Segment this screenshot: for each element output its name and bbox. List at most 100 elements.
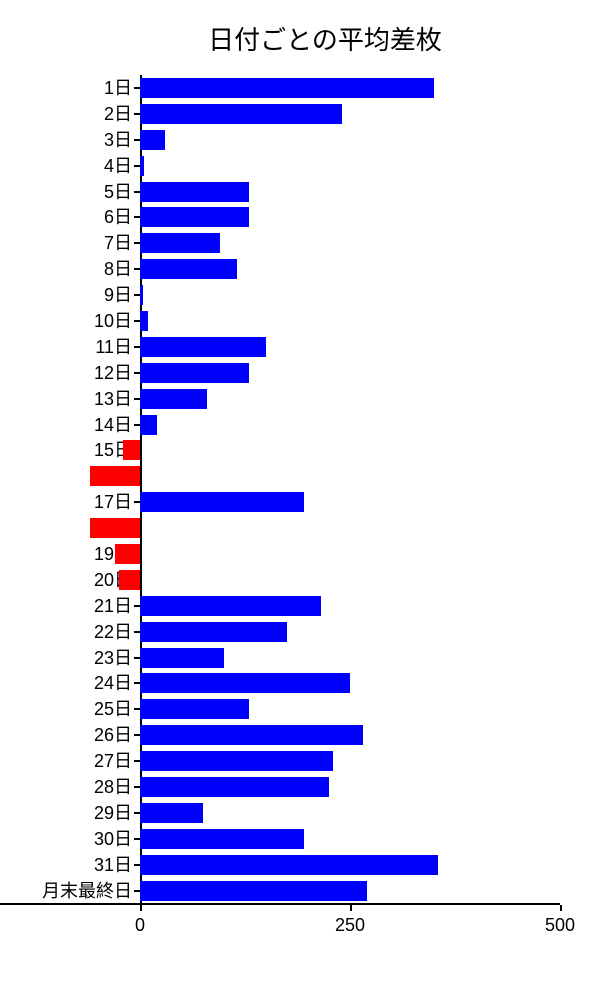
- y-category-label: 6日: [104, 208, 132, 226]
- bar-positive: [140, 725, 363, 745]
- bar-row: 8日: [140, 256, 560, 282]
- bar-row: 11日: [140, 334, 560, 360]
- y-category-label: 2日: [104, 105, 132, 123]
- y-category-label: 7日: [104, 234, 132, 252]
- bar-negative: [123, 440, 140, 460]
- bar-negative: [90, 466, 140, 486]
- x-tick-label: 0: [135, 915, 145, 936]
- bar-row: 30日: [140, 826, 560, 852]
- bar-row: 22日: [140, 619, 560, 645]
- bar-row: 27日: [140, 748, 560, 774]
- bar-row: 26日: [140, 722, 560, 748]
- x-axis-line: [0, 903, 560, 905]
- bar-row: 5日: [140, 179, 560, 205]
- plot-area: 1日2日3日4日5日6日7日8日9日10日11日12日13日14日15日16日1…: [140, 75, 560, 905]
- y-category-label: 11日: [95, 338, 132, 356]
- y-category-label: 12日: [94, 364, 132, 382]
- y-category-label: 1日: [104, 79, 132, 97]
- y-category-label: 27日: [94, 752, 132, 770]
- bar-row: 24日: [140, 670, 560, 696]
- y-category-label: 24日: [94, 674, 132, 692]
- bar-positive: [140, 259, 237, 279]
- bar-positive: [140, 492, 304, 512]
- bar-row: 2日: [140, 101, 560, 127]
- bar-positive: [140, 596, 321, 616]
- bar-positive: [140, 777, 329, 797]
- bar-row: 15日: [140, 437, 560, 463]
- y-category-label: 14日: [94, 416, 132, 434]
- bars-group: 1日2日3日4日5日6日7日8日9日10日11日12日13日14日15日16日1…: [140, 75, 560, 904]
- bar-positive: [140, 673, 350, 693]
- chart-title: 日付ごとの平均差枚: [0, 20, 600, 57]
- bar-positive: [140, 622, 287, 642]
- bar-row: 19日: [140, 541, 560, 567]
- bar-positive: [140, 803, 203, 823]
- bar-row: 13日: [140, 386, 560, 412]
- bar-row: 6日: [140, 204, 560, 230]
- bar-positive: [140, 233, 220, 253]
- y-category-label: 4日: [104, 157, 132, 175]
- bar-negative: [119, 570, 140, 590]
- bar-row: 1日: [140, 75, 560, 101]
- y-category-label: 8日: [104, 260, 132, 278]
- x-tick: [350, 905, 352, 911]
- bar-positive: [140, 285, 143, 305]
- bar-row: 20日: [140, 567, 560, 593]
- y-category-label: 17日: [94, 493, 132, 511]
- bar-positive: [140, 363, 249, 383]
- y-category-label: 月末最終日: [42, 882, 132, 900]
- y-category-label: 31日: [94, 856, 132, 874]
- bar-positive: [140, 182, 249, 202]
- y-category-label: 29日: [94, 804, 132, 822]
- bar-row: 23日: [140, 645, 560, 671]
- y-category-label: 25日: [94, 700, 132, 718]
- bar-row: 16日: [140, 463, 560, 489]
- x-tick: [560, 905, 562, 911]
- y-category-label: 21日: [94, 597, 132, 615]
- y-category-label: 30日: [94, 830, 132, 848]
- x-tick: [140, 905, 142, 911]
- bar-row: 12日: [140, 360, 560, 386]
- bar-row: 10日: [140, 308, 560, 334]
- y-category-label: 13日: [94, 390, 132, 408]
- bar-positive: [140, 78, 434, 98]
- bar-row: 3日: [140, 127, 560, 153]
- y-category-label: 26日: [94, 726, 132, 744]
- bar-row: 25日: [140, 696, 560, 722]
- bar-positive: [140, 104, 342, 124]
- bar-row: 18日: [140, 515, 560, 541]
- y-category-label: 9日: [104, 286, 132, 304]
- bar-row: 17日: [140, 489, 560, 515]
- bar-positive: [140, 207, 249, 227]
- bar-positive: [140, 389, 207, 409]
- bar-row: 14日: [140, 412, 560, 438]
- bar-positive: [140, 415, 157, 435]
- y-category-label: 10日: [94, 312, 132, 330]
- bar-positive: [140, 829, 304, 849]
- chart-container: 日付ごとの平均差枚 1日2日3日4日5日6日7日8日9日10日11日12日13日…: [0, 20, 600, 905]
- bar-positive: [140, 648, 224, 668]
- bar-positive: [140, 881, 367, 901]
- bar-positive: [140, 311, 148, 331]
- y-category-label: 3日: [104, 131, 132, 149]
- bar-positive: [140, 855, 438, 875]
- bar-row: 7日: [140, 230, 560, 256]
- bar-positive: [140, 337, 266, 357]
- bar-row: 29日: [140, 800, 560, 826]
- bar-positive: [140, 751, 333, 771]
- x-tick-label: 250: [335, 915, 365, 936]
- bar-negative: [115, 544, 140, 564]
- bar-row: 月末最終日: [140, 878, 560, 904]
- bar-row: 4日: [140, 153, 560, 179]
- bar-positive: [140, 156, 144, 176]
- bar-negative: [90, 518, 140, 538]
- bar-row: 31日: [140, 852, 560, 878]
- bar-row: 21日: [140, 593, 560, 619]
- bar-positive: [140, 130, 165, 150]
- y-category-label: 22日: [94, 623, 132, 641]
- x-tick-label: 500: [545, 915, 575, 936]
- bar-row: 28日: [140, 774, 560, 800]
- y-category-label: 28日: [94, 778, 132, 796]
- y-category-label: 5日: [104, 183, 132, 201]
- y-category-label: 23日: [94, 649, 132, 667]
